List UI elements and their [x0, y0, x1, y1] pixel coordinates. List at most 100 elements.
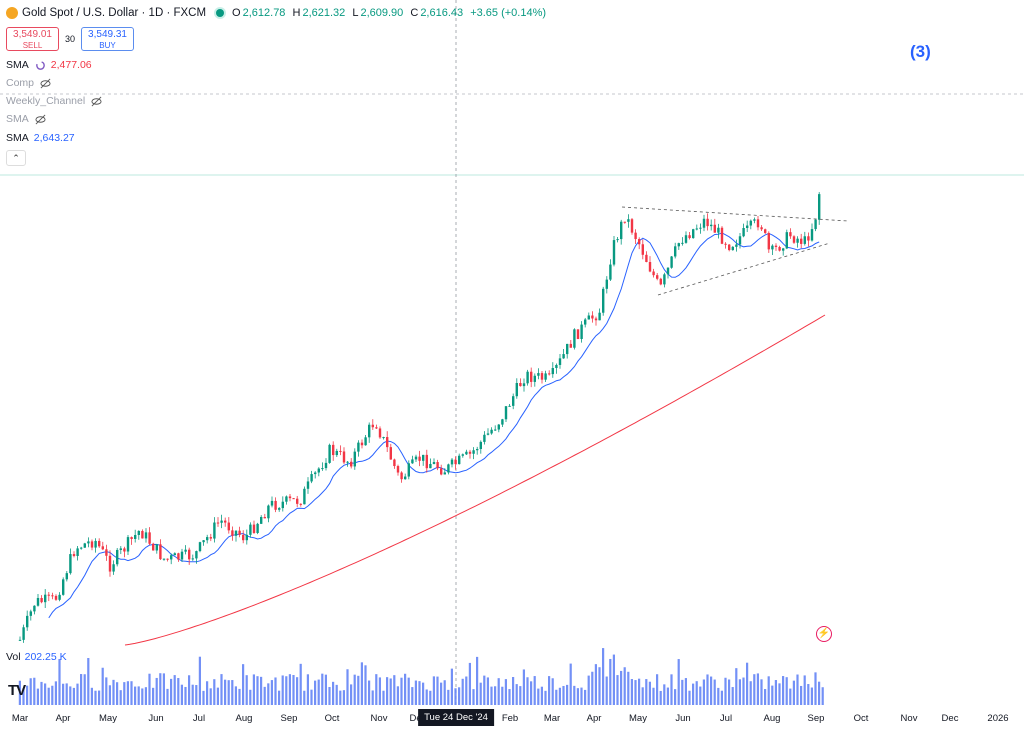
- volume-bar: [656, 674, 659, 705]
- candle-body: [148, 532, 151, 544]
- hidden-eye-icon[interactable]: [91, 96, 102, 107]
- volume-bar: [620, 670, 623, 705]
- candle-body: [170, 555, 173, 560]
- volume-bar: [630, 679, 633, 705]
- candle-body: [598, 312, 601, 321]
- volume-bar: [274, 677, 277, 705]
- indicator-weekly-channel[interactable]: Weekly_Channel: [6, 95, 102, 107]
- volume-bar: [803, 675, 806, 705]
- hidden-eye-icon[interactable]: [35, 114, 46, 125]
- time-axis[interactable]: Mar Apr May Jun Jul Aug Sep Oct Nov Dec …: [0, 708, 1024, 728]
- candle-body: [209, 537, 212, 539]
- volume-bar: [612, 654, 615, 705]
- candle-body: [105, 549, 108, 556]
- candle-body: [112, 564, 115, 572]
- indicator-sma-2[interactable]: SMA: [6, 113, 46, 125]
- volume-bar: [465, 676, 468, 705]
- lightning-alert-icon[interactable]: ⚡: [816, 626, 832, 642]
- candle-body: [483, 434, 486, 442]
- candle-body: [789, 232, 792, 237]
- candle-body: [116, 549, 119, 565]
- volume-bar: [148, 673, 151, 705]
- volume-bar: [411, 687, 414, 705]
- candle-body: [512, 396, 515, 406]
- volume-bar: [36, 688, 39, 705]
- candle-body: [436, 462, 439, 469]
- volume-bar: [130, 681, 133, 705]
- candle-body: [195, 551, 198, 559]
- market-open-icon: [216, 9, 225, 17]
- time-label: Jun: [675, 713, 691, 724]
- time-label: Nov: [370, 713, 388, 724]
- time-label: Aug: [763, 713, 781, 724]
- candle-body: [638, 239, 641, 245]
- symbol-title[interactable]: Gold Spot / U.S. Dollar · 1D · FXCM: [22, 7, 207, 19]
- tradingview-logo[interactable]: TV: [8, 682, 26, 699]
- volume-bar: [497, 678, 500, 705]
- candle-body: [62, 579, 65, 595]
- volume-bar: [195, 685, 198, 705]
- volume-bar: [47, 687, 50, 705]
- candle-body: [764, 229, 767, 233]
- time-label: Aug: [235, 713, 253, 724]
- candle-body: [83, 543, 86, 548]
- time-label: Mar: [543, 713, 561, 724]
- candle-body: [540, 373, 544, 380]
- volume-bar: [382, 690, 385, 705]
- time-label: Sep: [807, 713, 825, 724]
- candle-body: [450, 459, 454, 465]
- candle-body: [674, 246, 677, 257]
- indicator-comp[interactable]: Comp: [6, 77, 51, 89]
- volume-bar: [296, 677, 299, 705]
- candle-body: [630, 219, 634, 233]
- indicator-sma-3[interactable]: SMA 2,643.27: [6, 132, 75, 144]
- candle-body: [65, 573, 68, 580]
- candle-body: [256, 523, 259, 533]
- candle-body: [573, 329, 576, 348]
- candle-body: [501, 419, 504, 425]
- collapse-legend-button[interactable]: ⌃: [6, 150, 26, 166]
- candle-body: [58, 594, 61, 600]
- elliott-wave-label[interactable]: (3): [910, 42, 931, 61]
- volume-bar: [159, 673, 162, 705]
- volume-bar: [810, 687, 813, 705]
- volume-bar: [436, 676, 439, 705]
- volume-bar: [220, 674, 223, 705]
- candle-body: [260, 517, 263, 524]
- candle-body: [101, 546, 104, 550]
- candle-body: [576, 329, 580, 339]
- volume-legend[interactable]: Vol 202.25 K: [6, 651, 67, 663]
- volume-bar: [530, 681, 533, 705]
- candle-body: [810, 229, 814, 241]
- indicator-sma-1[interactable]: SMA 2,477.06: [6, 59, 92, 71]
- candle-body: [641, 244, 644, 255]
- volume-bar: [33, 677, 36, 705]
- volume-bar: [285, 676, 288, 705]
- candle-body: [526, 371, 529, 384]
- volume-bar: [396, 686, 399, 705]
- candle-body: [324, 462, 328, 469]
- buy-button[interactable]: 3,549.31 BUY: [81, 27, 135, 51]
- volume-bar: [634, 680, 637, 705]
- hidden-eye-icon[interactable]: [40, 78, 51, 89]
- candle-body: [472, 450, 475, 454]
- candle-body: [447, 464, 450, 473]
- volume-bar: [54, 681, 57, 705]
- volume-bar: [245, 675, 248, 705]
- volume-bar: [515, 684, 518, 705]
- candle-body: [303, 488, 306, 505]
- volume-bar: [674, 689, 677, 705]
- volume-bar: [288, 674, 291, 705]
- volume-bar: [94, 690, 97, 705]
- candle-body: [47, 594, 50, 596]
- volume-bar: [450, 668, 453, 705]
- volume-bar: [310, 689, 313, 705]
- volume-bar: [126, 681, 129, 705]
- volume-bar: [720, 690, 723, 705]
- time-label: May: [99, 713, 117, 724]
- sell-button[interactable]: 3,549.01 SELL: [6, 27, 59, 51]
- chart-header: Gold Spot / U.S. Dollar · 1D · FXCM O 2,6…: [6, 7, 550, 19]
- candle-body: [292, 498, 295, 500]
- candle-body: [771, 245, 774, 250]
